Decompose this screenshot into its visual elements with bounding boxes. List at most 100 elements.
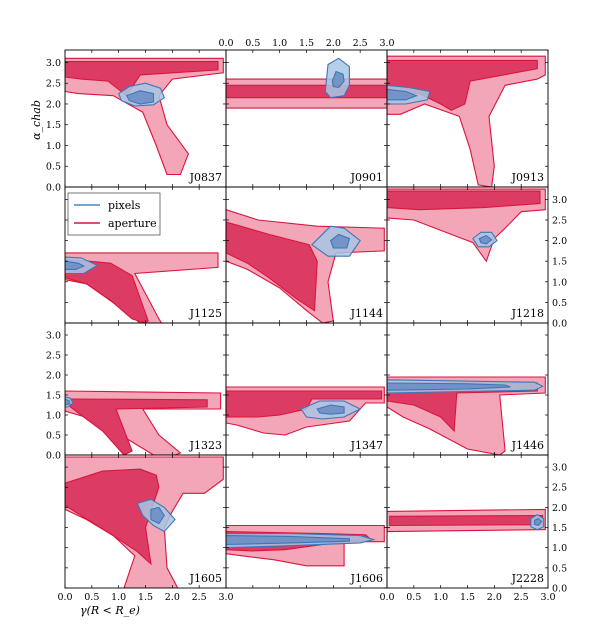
x-tick-label-top: 0.5: [245, 38, 260, 49]
legend: pixels aperture: [67, 192, 161, 236]
pixels-inner-contour: [387, 88, 419, 101]
y-tick-label: 2.5: [46, 79, 61, 90]
aperture-inner-contour: [226, 221, 318, 312]
y-tick-label: 2.5: [46, 351, 61, 362]
ticks-j0901: [225, 50, 388, 188]
y-tick-label: 1.0: [552, 277, 567, 288]
y-tick-label: 2.0: [46, 99, 61, 110]
pixels-inner-contour: [65, 398, 70, 406]
contours-j2228: [387, 508, 546, 533]
x-tick-label: 1.5: [138, 592, 153, 603]
x-tick-label: 2.0: [165, 592, 180, 603]
panel-label-j1323: J1323: [189, 439, 222, 452]
panel-frame: [225, 49, 388, 188]
x-tick-label: 0.0: [379, 592, 394, 603]
pixels-inner-contour: [150, 506, 165, 525]
panel-j1446: J1446: [386, 322, 549, 456]
panel-j1606: J1606: [225, 454, 388, 589]
pixels-inner-contour: [329, 233, 351, 249]
contours-j1446: [387, 376, 546, 455]
y-tick-label: 1.5: [46, 120, 61, 131]
x-tick-label-top: 1.0: [272, 38, 287, 49]
y-tick-label: 0.5: [46, 431, 61, 442]
x-tick-label-top: 1.5: [299, 38, 314, 49]
panel-j0913: J0913: [386, 49, 549, 188]
contours-j1347: [226, 386, 385, 436]
x-tick-label-top: 2.0: [326, 38, 341, 49]
y-axis-label: α_chab: [30, 100, 43, 140]
contours-j1605: [65, 456, 224, 588]
panel-frame: [386, 454, 549, 589]
pixels-inner-contour: [478, 234, 493, 245]
x-tick-label: 0.5: [406, 592, 421, 603]
panel-j0837: J0837: [64, 49, 227, 188]
panel-j1144: J1144: [225, 186, 388, 324]
panel-label-j1446: J1446: [511, 439, 544, 452]
panel-label-j0837: J0837: [189, 171, 222, 184]
contours-j1125: [65, 252, 219, 323]
aperture-inner-contour: [387, 190, 541, 211]
panel-label-j2228: J2228: [511, 572, 544, 585]
panel-label-j1347: J1347: [350, 439, 383, 452]
contours-j1606: [226, 524, 385, 567]
x-tick-label: 1.5: [460, 592, 475, 603]
pixels-inner-contour: [125, 90, 155, 105]
panel-frame: [225, 454, 388, 589]
contours-j0901: [226, 57, 387, 109]
x-tick-label: 0.5: [84, 592, 99, 603]
panel-label-j1605: J1605: [189, 572, 222, 585]
x-tick-label: 2.5: [192, 592, 207, 603]
legend-label-pixels: pixels: [108, 199, 141, 212]
pixels-inner-contour: [331, 70, 345, 88]
pixels-inner-contour: [226, 535, 350, 546]
panel-j1323: J1323: [64, 322, 227, 456]
y-tick-label: 2.0: [552, 503, 567, 514]
y-tick-label: 3.0: [552, 195, 567, 206]
aperture-inner-contour: [226, 84, 387, 99]
x-tick-label: 0.0: [57, 592, 72, 603]
legend-box: [67, 192, 161, 236]
contours-j1218: [387, 188, 546, 263]
y-tick-label: 1.0: [46, 141, 61, 152]
panels-layer: J0837 J0901 J0913 J1125 J1144 J1218 J1323 J1347…: [64, 49, 549, 589]
contours-j1144: [226, 209, 385, 323]
panel-label-j1606: J1606: [350, 572, 383, 585]
y-tick-label: 0.5: [552, 563, 567, 574]
x-axis-label: γ(R < R_e): [80, 604, 140, 617]
y-tick-label: 0.5: [552, 298, 567, 309]
x-tick-label: 1.0: [111, 592, 126, 603]
aperture-outer-contour: [65, 57, 224, 176]
panel-label-j1218: J1218: [511, 307, 544, 320]
y-tick-label: 0.0: [46, 451, 61, 462]
panel-j1347: J1347: [225, 322, 388, 456]
x-tick-label-top: 2.5: [353, 38, 368, 49]
contours-j1323: [65, 390, 222, 455]
pixels-inner-contour: [316, 404, 345, 415]
panel-label-j0913: J0913: [511, 171, 544, 184]
y-tick-label: 0.5: [46, 162, 61, 173]
y-tick-label: 2.5: [552, 215, 567, 226]
x-tick-label: 3.0: [218, 592, 233, 603]
x-tick-label-top: 3.0: [379, 38, 394, 49]
y-tick-label: 0.0: [552, 584, 567, 595]
panel-label-j1125: J1125: [189, 307, 222, 320]
y-tick-label: 1.5: [552, 523, 567, 534]
panel-j1218: J1218: [386, 186, 549, 324]
pixels-inner-contour: [387, 382, 511, 391]
y-tick-label: 1.5: [46, 391, 61, 402]
aperture-inner-contour: [65, 258, 149, 323]
panel-j2228: J2228: [386, 454, 549, 589]
panel-label-j0901: J0901: [350, 171, 383, 184]
contours-j0837: [65, 57, 224, 176]
aperture-inner-contour: [69, 398, 208, 455]
x-tick-label: 3.0: [540, 592, 555, 603]
pixels-inner-contour: [534, 518, 543, 527]
y-tick-label: 2.5: [552, 483, 567, 494]
y-tick-label: 0.0: [552, 319, 567, 330]
y-tick-label: 3.0: [552, 463, 567, 474]
aperture-inner-contour: [389, 514, 544, 527]
panel-label-j1144: J1144: [350, 307, 383, 320]
y-tick-label: 2.0: [552, 236, 567, 247]
y-tick-label: 2.0: [46, 371, 61, 382]
